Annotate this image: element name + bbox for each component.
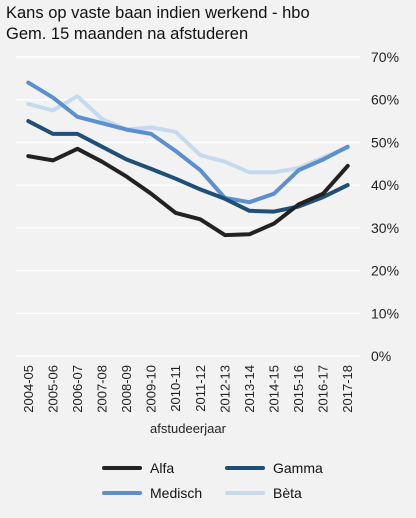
y-tick-label: 70% bbox=[371, 49, 399, 65]
x-tick-label: 2006-07 bbox=[70, 365, 85, 413]
x-tick-label: 2015-16 bbox=[291, 365, 306, 413]
x-tick-label: 2016-17 bbox=[316, 365, 331, 413]
y-tick-label: 0% bbox=[371, 348, 391, 364]
x-tick-label: 2009-10 bbox=[144, 365, 159, 413]
series-line-bta bbox=[26, 94, 350, 175]
legend-label: Gamma bbox=[273, 460, 323, 476]
series-line-medisch bbox=[26, 80, 350, 205]
x-tick-label: 2014-15 bbox=[267, 365, 282, 413]
series-lines bbox=[26, 80, 350, 238]
y-tick-label: 10% bbox=[371, 305, 399, 321]
legend-swatch bbox=[102, 491, 142, 495]
legend-label: Alfa bbox=[150, 460, 175, 476]
legend-swatch bbox=[102, 466, 142, 470]
legend-item: Alfa bbox=[102, 460, 174, 476]
y-tick-label: 20% bbox=[371, 263, 399, 279]
chart-title: Kans op vaste baan indien werkend - hbo … bbox=[6, 3, 310, 45]
x-tick-label: 2004-05 bbox=[21, 365, 36, 413]
legend-item: Gamma bbox=[225, 460, 323, 476]
x-tick-label: 2007-08 bbox=[95, 365, 110, 413]
y-tick-label: 40% bbox=[371, 177, 399, 193]
legend-item: Bèta bbox=[225, 485, 302, 501]
y-tick-label: 30% bbox=[371, 220, 399, 236]
x-tick-label: 2012-13 bbox=[217, 365, 232, 413]
series-line-alfa bbox=[26, 146, 350, 238]
gridlines bbox=[16, 56, 360, 357]
chart-subtitle: Gem. 15 maanden na afstuderen bbox=[6, 25, 249, 43]
y-tick-label: 60% bbox=[371, 92, 399, 108]
legend-swatch bbox=[225, 466, 265, 470]
x-tick-label: 2008-09 bbox=[119, 365, 134, 413]
x-tick-label: 2013-14 bbox=[242, 365, 257, 413]
x-axis-label: afstudeerjaar bbox=[150, 421, 227, 436]
legend-swatch bbox=[225, 491, 265, 495]
y-axis-ticks: 0% 10% 20% 30% 40% 50% 60% 70% bbox=[371, 49, 399, 364]
y-tick-label: 50% bbox=[371, 134, 399, 150]
legend-label: Medisch bbox=[150, 485, 203, 501]
x-tick-label: 2010-11 bbox=[168, 365, 183, 412]
x-axis-ticks: 2004-05 2005-06 2006-07 2007-08 2008-09 2009-… bbox=[21, 365, 355, 413]
legend-item: Medisch bbox=[102, 485, 202, 501]
x-tick-label: 2005-06 bbox=[45, 365, 60, 413]
x-tick-label: 2011-12 bbox=[193, 365, 208, 412]
x-tick-label: 2017-18 bbox=[340, 365, 355, 413]
legend-label: Bèta bbox=[273, 485, 302, 501]
chart-title-line-1: Kans op vaste baan indien werkend - hbo bbox=[6, 4, 310, 22]
